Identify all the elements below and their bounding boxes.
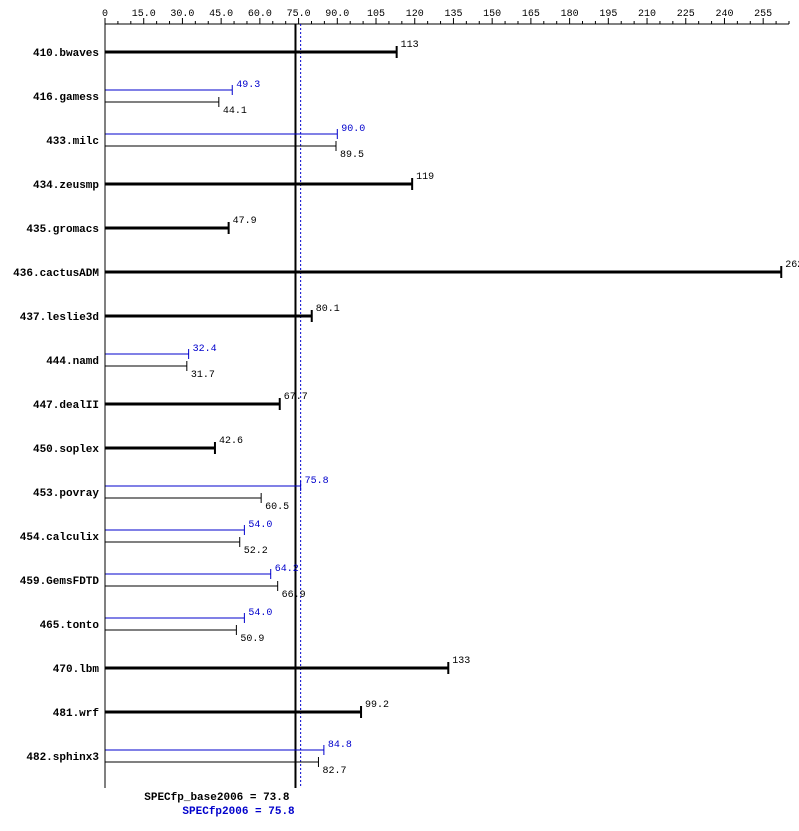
axis-tick-label: 195 bbox=[599, 9, 617, 20]
benchmark-label: 465.tonto bbox=[40, 620, 100, 632]
base-value: 89.5 bbox=[340, 150, 364, 161]
axis-tick-label: 150 bbox=[483, 9, 501, 20]
axis-tick-label: 75.0 bbox=[287, 9, 311, 20]
base-value: 262 bbox=[785, 260, 799, 271]
axis-tick-label: 90.0 bbox=[325, 9, 349, 20]
benchmark-label: 435.gromacs bbox=[26, 224, 99, 236]
peak-value: 32.4 bbox=[193, 344, 217, 355]
base-value: 82.7 bbox=[322, 766, 346, 777]
benchmark-label: 454.calculix bbox=[20, 532, 100, 544]
base-value: 50.9 bbox=[240, 634, 264, 645]
benchmark-label: 453.povray bbox=[33, 488, 99, 500]
base-value: 133 bbox=[452, 656, 470, 667]
axis-tick-label: 105 bbox=[367, 9, 385, 20]
benchmark-label: 450.soplex bbox=[33, 444, 99, 456]
axis-tick-label: 210 bbox=[638, 9, 656, 20]
axis-tick-label: 15.0 bbox=[132, 9, 156, 20]
peak-value: 75.8 bbox=[305, 476, 329, 487]
benchmark-label: 436.cactusADM bbox=[13, 268, 99, 280]
peak-value: 90.0 bbox=[341, 124, 365, 135]
spec-benchmark-chart: 0 15.0 30.0 45.0 60.0 75.0 90.0 105 120 135 150 165… bbox=[0, 0, 799, 831]
peak-value: 54.0 bbox=[248, 608, 272, 619]
base-value: 80.1 bbox=[316, 304, 340, 315]
benchmark-label: 459.GemsFDTD bbox=[20, 576, 100, 588]
benchmark-label: 481.wrf bbox=[53, 708, 100, 720]
axis-tick-label: 255 bbox=[754, 9, 772, 20]
base-value: 44.1 bbox=[223, 106, 247, 117]
base-value: 67.7 bbox=[284, 392, 308, 403]
axis-tick-label: 0 bbox=[102, 9, 108, 20]
benchmark-label: 416.gamess bbox=[33, 92, 99, 104]
peak-value: 64.2 bbox=[275, 564, 299, 575]
axis-tick-label: 45.0 bbox=[209, 9, 233, 20]
peak-value: 54.0 bbox=[248, 520, 272, 531]
axis-tick-label: 240 bbox=[715, 9, 733, 20]
benchmark-label: 410.bwaves bbox=[33, 48, 99, 60]
base-value: 60.5 bbox=[265, 502, 289, 513]
axis-tick-label: 30.0 bbox=[170, 9, 194, 20]
peak-value: 49.3 bbox=[236, 80, 260, 91]
benchmark-label: 482.sphinx3 bbox=[26, 752, 99, 764]
benchmark-label: 470.lbm bbox=[53, 664, 100, 676]
benchmark-label: 437.leslie3d bbox=[20, 312, 99, 324]
benchmark-label: 447.dealII bbox=[33, 400, 99, 412]
base-value: 113 bbox=[401, 40, 419, 51]
axis-tick-label: 180 bbox=[561, 9, 579, 20]
benchmark-label: 433.milc bbox=[46, 136, 99, 148]
benchmark-label: 444.namd bbox=[46, 356, 99, 368]
base-value: 31.7 bbox=[191, 370, 215, 381]
base-value: 66.9 bbox=[282, 590, 306, 601]
reference-label: SPECfp2006 = 75.8 bbox=[182, 806, 295, 818]
peak-value: 84.8 bbox=[328, 740, 352, 751]
axis-tick-label: 60.0 bbox=[248, 9, 272, 20]
base-value: 119 bbox=[416, 172, 434, 183]
base-value: 52.2 bbox=[244, 546, 268, 557]
axis-tick-label: 135 bbox=[444, 9, 462, 20]
benchmark-label: 434.zeusmp bbox=[33, 180, 99, 192]
base-value: 47.9 bbox=[233, 216, 257, 227]
axis-tick-label: 165 bbox=[522, 9, 540, 20]
axis-tick-label: 120 bbox=[406, 9, 424, 20]
axis-tick-label: 225 bbox=[677, 9, 695, 20]
base-value: 99.2 bbox=[365, 700, 389, 711]
reference-label: SPECfp_base2006 = 73.8 bbox=[144, 792, 290, 804]
base-value: 42.6 bbox=[219, 436, 243, 447]
